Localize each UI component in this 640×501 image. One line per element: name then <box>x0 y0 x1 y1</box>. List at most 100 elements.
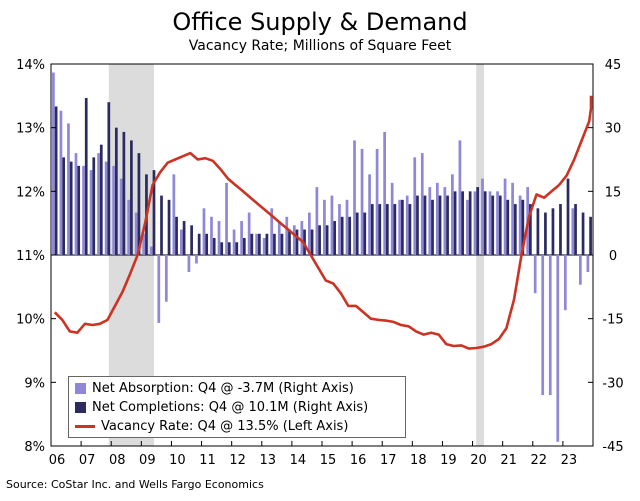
completion-bar <box>453 191 457 255</box>
absorption-bar <box>52 72 55 255</box>
chart-subtitle: Vacancy Rate; Millions of Square Feet <box>188 38 452 54</box>
absorption-bar <box>74 153 78 255</box>
absorption-bar <box>119 178 123 255</box>
completion-bar <box>258 233 261 255</box>
absorption-bar <box>451 174 454 255</box>
absorption-bar <box>353 140 356 255</box>
absorption-bar <box>518 195 522 255</box>
chart-legend: Net Absorption: Q4 @ -3.7M (Right Axis) … <box>68 376 406 438</box>
absorption-bar <box>383 131 386 255</box>
completion-bar <box>288 229 291 255</box>
absorption-bar <box>232 229 236 255</box>
completion-bar <box>325 225 329 255</box>
completion-bar <box>498 195 502 255</box>
completion-bar <box>370 204 374 255</box>
absorption-bar <box>481 178 484 255</box>
left-axis-label: 12% <box>16 185 45 200</box>
completion-bar <box>77 165 81 255</box>
left-axis-label: 9% <box>24 376 45 391</box>
completion-bar <box>220 242 224 255</box>
completion-bar <box>92 157 96 255</box>
left-axis-label: 8% <box>24 440 45 455</box>
absorption-bar <box>149 246 153 255</box>
x-axis-label: 19 <box>440 453 457 468</box>
absorption-bar <box>586 255 590 272</box>
completion-bar <box>152 170 156 255</box>
completion-bar <box>544 212 547 255</box>
x-axis-label: 21 <box>500 453 517 468</box>
x-axis-label: 12 <box>229 453 246 468</box>
absorption-bar <box>405 195 409 255</box>
completion-bar <box>483 191 487 255</box>
absorption-bar <box>458 140 462 255</box>
right-axis-label: -30 <box>602 376 623 391</box>
absorption-bar <box>435 182 439 255</box>
completion-bar <box>265 233 269 255</box>
completion-bar <box>385 204 389 255</box>
absorption-bar <box>360 148 364 255</box>
x-axis-label: 22 <box>531 453 548 468</box>
absorption-bar <box>255 233 259 255</box>
legend-label-completions: Net Completions: Q4 @ 10.1M (Right Axis) <box>92 399 369 415</box>
absorption-bar <box>375 148 379 255</box>
x-axis-label: 23 <box>561 453 578 468</box>
absorption-bar <box>541 255 545 396</box>
absorption-bar <box>338 204 341 255</box>
completion-bar <box>190 225 193 255</box>
completion-bar <box>536 208 540 255</box>
x-axis-label: 20 <box>470 453 487 468</box>
completion-bar <box>581 212 585 255</box>
completion-bar <box>378 204 382 255</box>
absorption-bar <box>104 161 108 255</box>
absorption-bar <box>300 221 304 255</box>
completion-bar <box>446 195 449 255</box>
completion-bar <box>167 199 171 255</box>
absorption-bar <box>59 110 63 255</box>
absorption-bar <box>164 255 168 302</box>
absorption-bar <box>315 187 319 255</box>
absorption-bar <box>466 199 469 255</box>
left-axis-label: 11% <box>16 249 45 264</box>
completion-bar <box>340 216 344 255</box>
legend-swatch-completions <box>75 401 86 413</box>
completion-bar <box>408 204 412 255</box>
x-axis-label: 08 <box>109 453 126 468</box>
completion-bar <box>62 157 66 255</box>
completion-bar <box>280 233 284 255</box>
absorption-bar <box>390 182 394 255</box>
completion-bar <box>461 191 464 255</box>
chart-title: Office Supply & Demand <box>172 8 468 36</box>
completion-bar <box>355 212 359 255</box>
right-axis-label: 0 <box>609 249 617 264</box>
completion-bar <box>227 242 231 255</box>
completion-bar <box>431 199 434 255</box>
absorption-bar <box>89 170 93 255</box>
left-axis-label: 13% <box>16 122 45 137</box>
completion-bar <box>114 127 118 255</box>
completion-bar <box>84 97 88 255</box>
absorption-bar <box>473 191 477 255</box>
completion-bar <box>438 195 442 255</box>
absorption-bar <box>578 255 582 285</box>
completion-bar <box>506 199 510 255</box>
right-axis-label: 30 <box>605 122 622 137</box>
absorption-bar <box>292 225 296 255</box>
completion-bar <box>318 225 321 255</box>
x-axis-label: 13 <box>260 453 277 468</box>
completion-bar <box>99 144 103 255</box>
absorption-bar <box>556 255 560 442</box>
absorption-bar <box>496 191 499 255</box>
completion-bar <box>521 199 525 255</box>
completion-bar <box>69 161 73 255</box>
absorption-bar <box>345 199 349 255</box>
absorption-bar <box>323 199 326 255</box>
absorption-bar <box>157 255 161 323</box>
right-axis-label: 45 <box>605 58 622 73</box>
chart-source: Source: CoStar Inc. and Wells Fargo Econ… <box>6 478 264 491</box>
completion-bar <box>182 221 186 255</box>
absorption-bar <box>270 208 274 255</box>
right-axis-label: -15 <box>602 313 623 328</box>
completion-bar <box>529 204 532 255</box>
completion-bar <box>242 238 246 255</box>
left-axis-label: 10% <box>16 313 45 328</box>
